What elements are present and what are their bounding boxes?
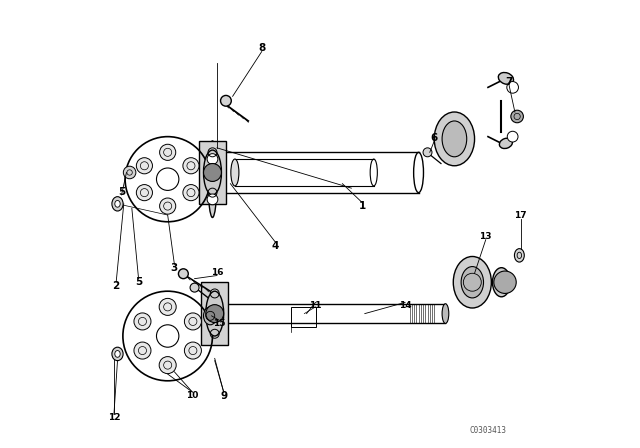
Text: 5: 5 bbox=[118, 187, 125, 197]
Text: 11: 11 bbox=[309, 302, 322, 310]
Text: 16: 16 bbox=[211, 268, 223, 277]
Text: 3: 3 bbox=[171, 263, 178, 273]
Circle shape bbox=[184, 342, 202, 359]
Circle shape bbox=[204, 164, 221, 181]
Ellipse shape bbox=[499, 73, 513, 84]
Circle shape bbox=[179, 269, 188, 279]
Circle shape bbox=[136, 185, 152, 201]
Circle shape bbox=[207, 194, 218, 205]
Text: 13: 13 bbox=[479, 232, 492, 241]
Circle shape bbox=[207, 154, 218, 164]
Ellipse shape bbox=[112, 347, 123, 361]
Text: 9: 9 bbox=[220, 391, 227, 401]
Circle shape bbox=[159, 144, 176, 160]
Ellipse shape bbox=[231, 159, 239, 186]
Text: 12: 12 bbox=[108, 414, 120, 422]
Ellipse shape bbox=[435, 112, 475, 166]
Circle shape bbox=[136, 158, 152, 174]
Ellipse shape bbox=[112, 197, 123, 211]
Text: 17: 17 bbox=[515, 211, 527, 220]
Text: 15: 15 bbox=[213, 319, 225, 328]
Circle shape bbox=[507, 82, 518, 93]
Ellipse shape bbox=[208, 141, 217, 218]
Bar bbox=[202, 282, 228, 345]
Text: 6: 6 bbox=[431, 133, 438, 142]
Circle shape bbox=[221, 95, 231, 106]
Circle shape bbox=[159, 298, 176, 315]
Circle shape bbox=[134, 313, 151, 330]
Ellipse shape bbox=[515, 249, 524, 262]
Circle shape bbox=[124, 166, 136, 179]
Ellipse shape bbox=[204, 150, 221, 195]
Text: 10: 10 bbox=[186, 391, 198, 400]
Ellipse shape bbox=[499, 138, 513, 149]
Bar bbox=[199, 141, 226, 204]
Text: 7: 7 bbox=[506, 77, 513, 86]
Ellipse shape bbox=[453, 256, 492, 308]
Bar bbox=[291, 307, 316, 327]
Circle shape bbox=[134, 342, 151, 359]
Ellipse shape bbox=[204, 307, 217, 325]
Circle shape bbox=[423, 148, 432, 157]
Ellipse shape bbox=[442, 304, 449, 323]
Text: 14: 14 bbox=[399, 302, 412, 310]
Text: 2: 2 bbox=[113, 281, 120, 291]
Circle shape bbox=[159, 357, 176, 374]
Circle shape bbox=[494, 271, 516, 293]
Ellipse shape bbox=[115, 200, 120, 207]
Circle shape bbox=[511, 110, 524, 123]
Text: 1: 1 bbox=[359, 201, 366, 211]
Ellipse shape bbox=[206, 291, 224, 336]
Text: 8: 8 bbox=[258, 43, 266, 53]
Text: 4: 4 bbox=[271, 241, 279, 250]
Circle shape bbox=[190, 283, 199, 292]
Text: C0303413: C0303413 bbox=[470, 426, 506, 435]
Circle shape bbox=[183, 185, 199, 201]
Ellipse shape bbox=[115, 350, 120, 358]
Circle shape bbox=[184, 313, 202, 330]
Ellipse shape bbox=[461, 267, 484, 298]
Text: 5: 5 bbox=[135, 277, 142, 287]
Circle shape bbox=[183, 158, 199, 174]
Ellipse shape bbox=[493, 268, 511, 297]
Ellipse shape bbox=[442, 121, 467, 157]
Circle shape bbox=[159, 198, 176, 214]
Circle shape bbox=[508, 131, 518, 142]
Circle shape bbox=[206, 305, 224, 323]
